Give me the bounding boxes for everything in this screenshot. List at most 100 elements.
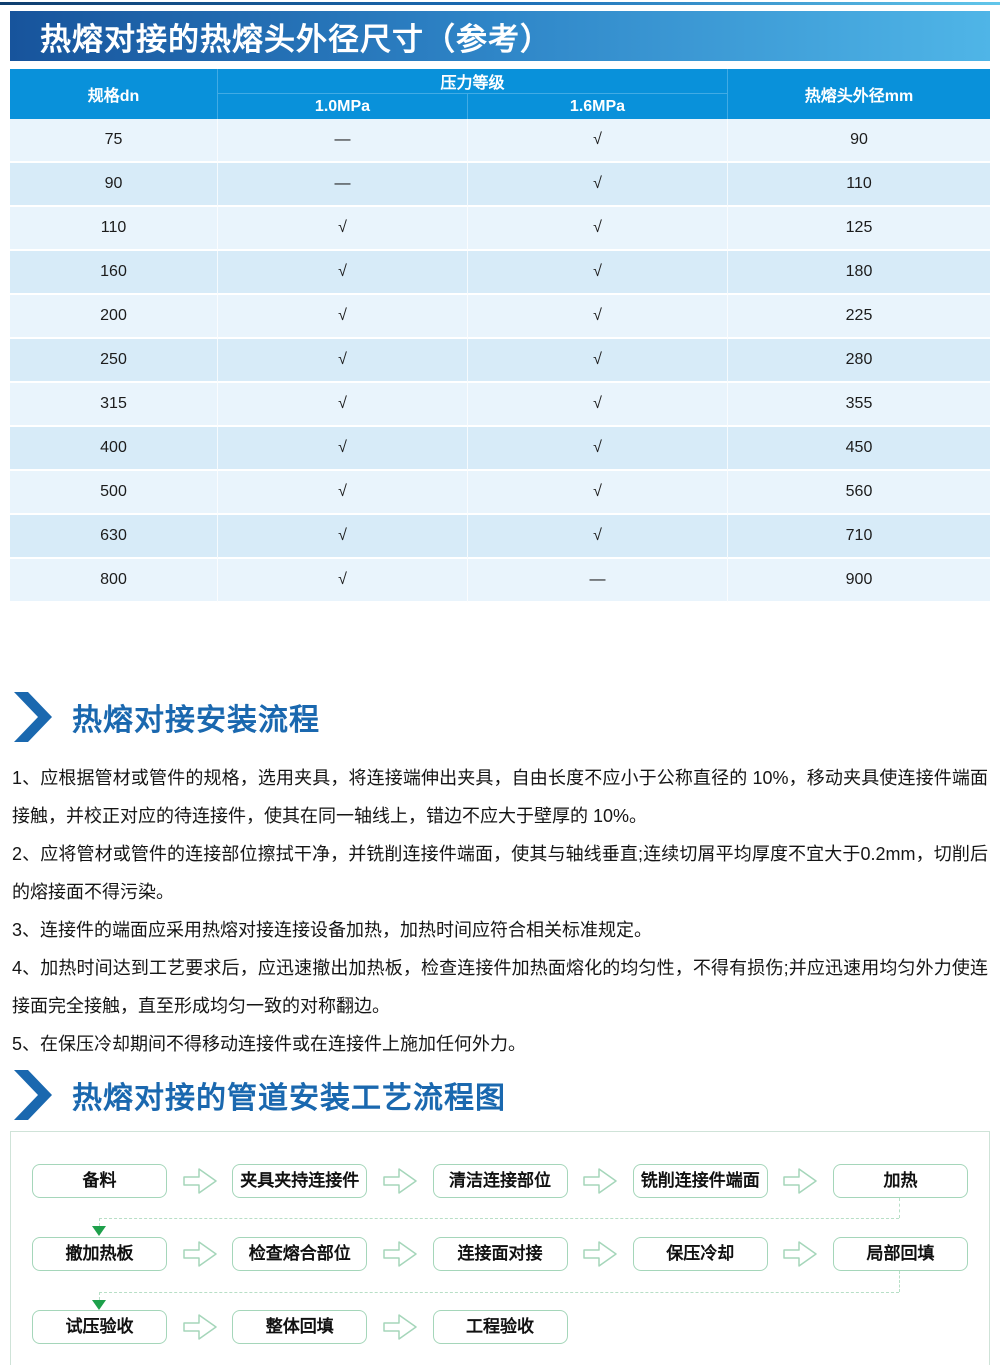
flow-step: 工程验收: [432, 1310, 568, 1344]
flow-row-1: 备料 夹具夹持连接件 清洁连接部位 铣削连接件端面 加热: [32, 1164, 968, 1198]
col-header-spec: 规格dn: [10, 69, 218, 119]
right-arrow-icon: [383, 1241, 417, 1267]
table-cell: —: [218, 163, 468, 207]
flow-connector: [99, 1218, 100, 1226]
table-cell: √: [468, 295, 728, 339]
table-row: 160 √ √ 180: [10, 251, 990, 295]
table-cell: √: [468, 383, 728, 427]
table-cell: 900: [728, 559, 990, 603]
page-banner: 热熔对接的热熔头外径尺寸（参考）: [10, 11, 990, 61]
table-cell: √: [218, 383, 468, 427]
table-cell: 110: [10, 207, 218, 251]
flow-row-2: 撤加热板 检查熔合部位 连接面对接 保压冷却 局部回填: [32, 1237, 968, 1271]
procedure-step: 3、连接件的端面应采用热熔对接连接设备加热，加热时间应符合相关标准规定。: [12, 920, 653, 940]
table-cell: —: [468, 559, 728, 603]
table-cell: √: [468, 471, 728, 515]
flow-connector: [99, 1292, 899, 1293]
down-arrow-icon: [92, 1226, 106, 1236]
table-cell: 630: [10, 515, 218, 559]
right-arrow-icon: [182, 1241, 217, 1267]
flow-connector: [899, 1271, 900, 1292]
table-row: 800 √ —900: [10, 559, 990, 603]
table-cell: √: [218, 295, 468, 339]
table-cell: √: [218, 251, 468, 295]
table-cell: √: [468, 515, 728, 559]
procedure-step: 5、在保压冷却期间不得移动连接件或在连接件上施加任何外力。: [12, 1034, 527, 1054]
table-cell: 180: [728, 251, 990, 295]
procedure-step: 2、应将管材或管件的连接部位擦拭干净，并铣削连接件端面，使其与轴线垂直;连续切屑…: [12, 844, 988, 902]
table-cell: √: [218, 427, 468, 471]
flow-step: 铣削连接件端面: [632, 1164, 768, 1198]
flow-step: 局部回填: [833, 1237, 968, 1271]
flow-step: 清洁连接部位: [432, 1164, 568, 1198]
flow-step: 试压验收: [32, 1310, 167, 1344]
table-row: 250 √ √ 280: [10, 339, 990, 383]
table-cell: √: [468, 339, 728, 383]
table-row: 75— √ 90: [10, 119, 990, 163]
right-arrow-icon: [383, 1314, 417, 1340]
right-arrow-icon: [783, 1168, 818, 1194]
table-cell: 125: [728, 207, 990, 251]
right-arrow-icon: [583, 1168, 617, 1194]
chevron-icon: [14, 1070, 52, 1120]
table-cell: √: [468, 427, 728, 471]
table-row: 630 √ √ 710: [10, 515, 990, 559]
chevron-icon: [14, 692, 52, 742]
table-row: 500 √ √ 560: [10, 471, 990, 515]
procedure-step: 4、加热时间达到工艺要求后，应迅速撤出加热板，检查连接件加热面熔化的均匀性，不得…: [12, 958, 988, 1016]
right-arrow-icon: [182, 1168, 217, 1194]
flow-step: 加热: [833, 1164, 968, 1198]
table-cell: 225: [728, 295, 990, 339]
flow-step: 保压冷却: [632, 1237, 768, 1271]
flow-step: 检查熔合部位: [232, 1237, 368, 1271]
table-cell: √: [218, 515, 468, 559]
table-cell: 200: [10, 295, 218, 339]
section-title: 热熔对接的管道安装工艺流程图: [72, 1082, 506, 1115]
flow-step: 连接面对接: [432, 1237, 568, 1271]
table-cell: √: [468, 119, 728, 163]
flowchart-container: 备料 夹具夹持连接件 清洁连接部位 铣削连接件端面 加热 撤加热板 检查熔合部位…: [10, 1131, 990, 1365]
table-cell: √: [468, 207, 728, 251]
right-arrow-icon: [783, 1241, 818, 1267]
table-cell: 90: [728, 119, 990, 163]
right-arrow-icon: [182, 1314, 217, 1340]
procedure-paragraphs: 1、应根据管材或管件的规格，选用夹具，将连接端伸出夹具，自由长度不应小于公称直径…: [0, 759, 1000, 1063]
section-install-process: 热熔对接安装流程: [0, 691, 1000, 743]
col-header-1.6mpa: 1.6MPa: [468, 94, 728, 119]
section-flow-diagram: 热熔对接的管道安装工艺流程图: [0, 1069, 1000, 1121]
table-row: 400 √ √ 450: [10, 427, 990, 471]
table-cell: 160: [10, 251, 218, 295]
table-cell: √: [468, 163, 728, 207]
flow-step: 夹具夹持连接件: [232, 1164, 368, 1198]
table-cell: 110: [728, 163, 990, 207]
table-cell: √: [218, 559, 468, 603]
flow-connector: [899, 1198, 900, 1218]
table-cell: √: [468, 251, 728, 295]
table-cell: 75: [10, 119, 218, 163]
flow-step: 撤加热板: [32, 1237, 167, 1271]
flow-connector: [99, 1292, 100, 1300]
section-title: 热熔对接安装流程: [72, 704, 320, 737]
table-cell: 450: [728, 427, 990, 471]
table-cell: √: [218, 207, 468, 251]
col-header-1.0mpa: 1.0MPa: [218, 94, 468, 119]
table-row: 90— √ 110: [10, 163, 990, 207]
col-header-od: 热熔头外径mm: [728, 69, 990, 119]
table-row: 315 √ √ 355: [10, 383, 990, 427]
table-cell: 560: [728, 471, 990, 515]
flow-step: 备料: [32, 1164, 167, 1198]
top-gradient-rule: [0, 2, 1000, 5]
table-cell: √: [218, 471, 468, 515]
table-cell: 250: [10, 339, 218, 383]
flow-row-3: 试压验收 整体回填 工程验收: [32, 1310, 968, 1344]
table-cell: 280: [728, 339, 990, 383]
table-cell: 500: [10, 471, 218, 515]
table-row: 200 √ √ 225: [10, 295, 990, 339]
table-cell: √: [218, 339, 468, 383]
right-arrow-icon: [583, 1241, 617, 1267]
table-cell: 400: [10, 427, 218, 471]
table-row: 110 √ √ 125: [10, 207, 990, 251]
procedure-step: 1、应根据管材或管件的规格，选用夹具，将连接端伸出夹具，自由长度不应小于公称直径…: [12, 768, 988, 826]
table-cell: 315: [10, 383, 218, 427]
table-cell: 90: [10, 163, 218, 207]
